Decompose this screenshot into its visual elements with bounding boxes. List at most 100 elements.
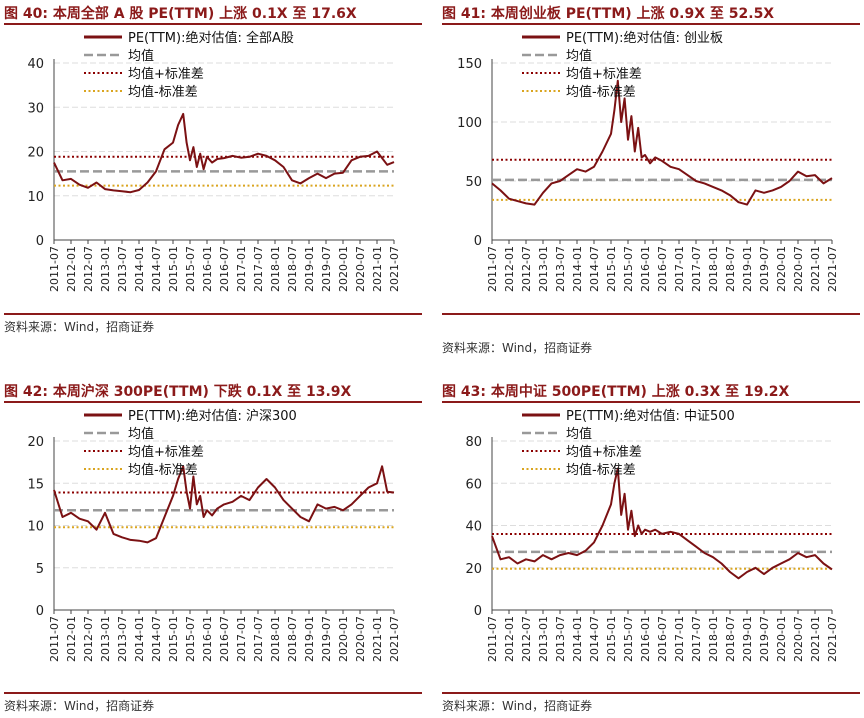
x-tick-label: 2018-07 (724, 246, 737, 292)
x-tick-label: 2020-07 (354, 246, 367, 292)
y-tick-label: 20 (27, 435, 44, 450)
source-rule (442, 692, 860, 694)
chart-pe-all-a: 0 10 20 30 40 2011-07 2012-01 2012-07 2013-01 201… (27, 30, 401, 292)
pe-series-line (491, 79, 833, 206)
x-tick-label: 2021-07 (826, 616, 839, 662)
x-tick-label: 2012-07 (82, 616, 95, 662)
x-tick-label: 2016-01 (201, 246, 214, 292)
source-note: 资料来源：Wind，招商证券 (4, 699, 155, 713)
x-tick-label: 2021-01 (809, 246, 822, 292)
x-tick-label: 2019-07 (320, 246, 333, 292)
chart-title: 图 40: 本周全部 A 股 PE(TTM) 上涨 0.1X 至 17.6X (4, 6, 357, 22)
x-tick-label: 2018-07 (286, 616, 299, 662)
legend-mean-minus-std-label: 均值-标准差 (128, 462, 198, 478)
y-tick-label: 0 (474, 234, 482, 249)
x-tick-label: 2015-07 (184, 246, 197, 292)
x-tick-label: 2013-07 (116, 246, 129, 292)
x-tick-label: 2011-07 (48, 246, 61, 292)
x-tick-label: 2017-01 (235, 246, 248, 292)
x-tick-label: 2014-07 (588, 616, 601, 662)
source-note: 资料来源：Wind，招商证券 (4, 320, 155, 334)
chart-pe-csi300: 0 5 10 15 20 2011-07 2012-01 2012-07 2013-01 2013… (27, 408, 401, 662)
x-tick-label: 2021-07 (826, 246, 839, 292)
x-tick-label: 2020-07 (354, 616, 367, 662)
x-tick-label: 2012-01 (65, 616, 78, 662)
x-tick-label: 2019-01 (741, 616, 754, 662)
x-tick-label: 2016-07 (218, 616, 231, 662)
x-tick-label: 2016-01 (639, 616, 652, 662)
y-tick-label: 5 (36, 562, 44, 577)
chart-panel-pe-all-a: 图 40: 本周全部 A 股 PE(TTM) 上涨 0.1X 至 17.6X 0… (4, 0, 422, 345)
x-tick-label: 2016-07 (656, 246, 669, 292)
chart-pe-chinext: 0 50 100 150 2011-07 2012-01 2012-07 2013-01 201… (457, 30, 839, 292)
x-tick-label: 2014-07 (150, 246, 163, 292)
legend-series-label: PE(TTM):绝对估值: 创业板 (566, 30, 723, 46)
x-tick-label: 2017-07 (252, 616, 265, 662)
x-tick-label: 2021-07 (388, 616, 401, 662)
legend-mean-label: 均值 (128, 426, 154, 442)
pe-series-line (491, 467, 833, 580)
x-tick-label: 2017-07 (252, 246, 265, 292)
x-tick-label: 2019-07 (758, 616, 771, 662)
y-tick-label: 0 (36, 604, 44, 619)
x-tick-label: 2015-01 (167, 246, 180, 292)
x-tick-label: 2017-01 (673, 616, 686, 662)
x-tick-label: 2020-07 (792, 616, 805, 662)
x-tick-label: 2015-01 (167, 616, 180, 662)
y-tick-label: 60 (465, 477, 482, 492)
x-tick-label: 2012-01 (65, 246, 78, 292)
x-tick-label: 2016-01 (201, 616, 214, 662)
chart-title: 图 43: 本周中证 500PE(TTM) 上涨 0.3X 至 19.2X (442, 384, 790, 400)
x-tick-label: 2014-01 (571, 616, 584, 662)
legend-mean-plus-std-label: 均值+标准差 (566, 66, 642, 82)
x-tick-label: 2011-07 (48, 616, 61, 662)
pe-series-line (53, 112, 395, 194)
chart-title: 图 42: 本周沪深 300PE(TTM) 下跌 0.1X 至 13.9X (4, 384, 352, 400)
x-tick-label: 2018-01 (269, 246, 282, 292)
x-tick-label: 2015-07 (622, 246, 635, 292)
x-tick-label: 2014-01 (133, 616, 146, 662)
x-tick-label: 2018-01 (269, 616, 282, 662)
chart-pe-csi500: 0 20 40 60 80 2011-07 2012-01 2012-07 2013-01 201… (465, 408, 839, 662)
chart-title: 图 41: 本周创业板 PE(TTM) 上涨 0.9X 至 52.5X (442, 6, 775, 22)
x-tick-label: 2015-01 (605, 246, 618, 292)
x-tick-label: 2011-07 (486, 246, 499, 292)
source-rule (4, 313, 422, 315)
y-tick-label: 30 (27, 101, 44, 116)
y-tick-label: 10 (27, 520, 44, 535)
legend-mean-label: 均值 (566, 48, 592, 64)
y-tick-label: 50 (465, 175, 482, 190)
y-tick-label: 15 (27, 477, 44, 492)
x-tick-label: 2019-01 (741, 246, 754, 292)
y-tick-label: 10 (27, 190, 44, 205)
legend-mean-plus-std-label: 均值+标准差 (566, 444, 642, 460)
x-tick-label: 2019-01 (303, 246, 316, 292)
legend-mean-plus-std-label: 均值+标准差 (128, 444, 204, 460)
legend-mean-label: 均值 (566, 426, 592, 442)
x-tick-label: 2011-07 (486, 616, 499, 662)
legend-series-label: PE(TTM):绝对估值: 中证500 (566, 408, 735, 424)
x-tick-label: 2021-07 (388, 246, 401, 292)
y-tick-label: 0 (36, 234, 44, 249)
legend-mean-label: 均值 (128, 48, 154, 64)
x-tick-label: 2014-01 (133, 246, 146, 292)
legend-mean-minus-std-label: 均值-标准差 (566, 462, 636, 478)
legend-mean-minus-std-label: 均值-标准差 (128, 84, 198, 100)
x-tick-label: 2020-07 (792, 246, 805, 292)
source-note: 资料来源：Wind，招商证券 (442, 341, 593, 355)
x-tick-label: 2014-07 (150, 616, 163, 662)
x-tick-label: 2012-01 (503, 616, 516, 662)
y-tick-label: 20 (465, 562, 482, 577)
legend-series-label: PE(TTM):绝对估值: 全部A股 (128, 30, 294, 46)
x-tick-label: 2015-01 (605, 616, 618, 662)
x-tick-label: 2017-01 (235, 616, 248, 662)
x-tick-label: 2016-07 (218, 246, 231, 292)
x-tick-label: 2020-01 (337, 616, 350, 662)
source-note: 资料来源：Wind，招商证券 (442, 699, 593, 713)
chart-panel-pe-csi300: 图 42: 本周沪深 300PE(TTM) 下跌 0.1X 至 13.9X 0 5… (4, 378, 422, 718)
x-tick-label: 2014-01 (571, 246, 584, 292)
y-tick-label: 20 (27, 146, 44, 161)
x-tick-label: 2014-07 (588, 246, 601, 292)
y-tick-label: 0 (474, 604, 482, 619)
